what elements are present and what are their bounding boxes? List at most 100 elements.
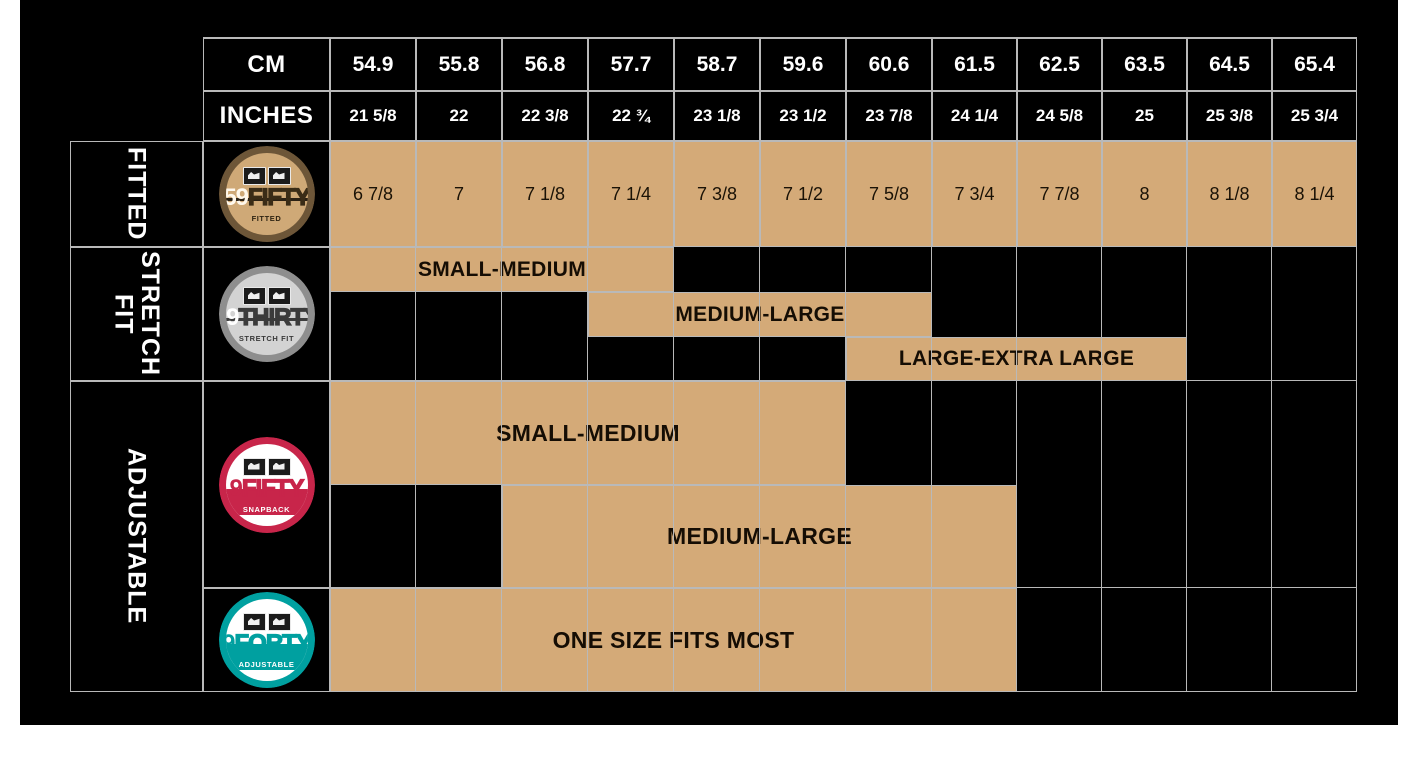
chart-board: CM INCHES 54.9 55.8 56.8 57.7 58.7 59.6 … — [20, 0, 1398, 725]
header-inches-cell: 23 7/8 — [846, 91, 932, 141]
logo-cell-59fifty: 59 FIFTY FITTED — [203, 141, 330, 247]
new-era-logo-icon — [242, 167, 291, 185]
badge-number: 59 — [225, 184, 250, 211]
9fifty-badge: 9 FIFTY SNAPBACK — [218, 436, 315, 533]
badge-subtitle: SNAPBACK — [242, 504, 291, 514]
fitted-size-cell: 7 — [416, 141, 502, 247]
header-inches-cell: 23 1/2 — [760, 91, 846, 141]
header-cm-cell: 58.7 — [674, 38, 760, 91]
fitted-size-cell: 8 1/8 — [1187, 141, 1272, 247]
header-inches-cell: 22 — [416, 91, 502, 141]
badge-subtitle: STRETCH FIT — [238, 334, 295, 343]
header-cm-cell: 55.8 — [416, 38, 502, 91]
badge-disc: 9 FORTY ADJUSTABLE — [225, 599, 308, 681]
group-label-adjustable-text: ADJUSTABLE — [122, 448, 151, 625]
header-inches-cell: 25 — [1102, 91, 1187, 141]
badge-stripe — [225, 488, 308, 515]
new-era-logo-icon — [242, 287, 291, 305]
badge-stripe — [225, 198, 308, 202]
badge-subtitle: FITTED — [251, 214, 282, 223]
row-divider — [70, 246, 1357, 247]
header-cm-cell: 56.8 — [502, 38, 588, 91]
row-divider — [203, 587, 1357, 588]
group-label-stretch-fit-text: STRETCH FIT — [109, 251, 164, 377]
table-left-edge — [70, 141, 71, 692]
badge-disc: 59 FIFTY FITTED — [225, 153, 308, 235]
header-inches-cell: 25 3/8 — [1187, 91, 1272, 141]
logo-cell-9fifty: 9 FIFTY SNAPBACK — [203, 381, 330, 588]
badge-word: FORTY — [234, 630, 308, 657]
row-divider — [70, 691, 1357, 692]
table-right-edge — [1356, 37, 1357, 692]
fitted-size-cell: 7 1/4 — [588, 141, 674, 247]
badge-disc: 39 THIRTY STRETCH FIT — [225, 273, 308, 355]
row-divider — [70, 380, 1357, 381]
group-label-stretch-fit: STRETCH FIT — [70, 247, 203, 381]
column-divider — [1186, 247, 1187, 692]
badge-stripe — [225, 318, 308, 322]
stretch-band-small-medium: SMALL-MEDIUM — [330, 247, 674, 292]
header-inches-cell: 25 3/4 — [1272, 91, 1357, 141]
header-cm-cell: 62.5 — [1017, 38, 1102, 91]
fitted-size-cell: 8 1/4 — [1272, 141, 1357, 247]
column-divider — [330, 247, 331, 692]
badge-disc: 9 FIFTY SNAPBACK — [225, 443, 308, 526]
column-divider — [1271, 247, 1272, 692]
header-inches-cell: 21 5/8 — [330, 91, 416, 141]
badge-number: 9 — [225, 630, 236, 657]
header-cm-cell: 64.5 — [1187, 38, 1272, 91]
badge-wordmark: 9 FORTY — [225, 630, 308, 657]
59fifty-badge: 59 FIFTY FITTED — [218, 146, 315, 242]
header-cm-cell: 57.7 — [588, 38, 674, 91]
column-divider — [673, 247, 674, 692]
fitted-size-cell: 7 1/2 — [760, 141, 846, 247]
table-top-edge — [203, 37, 1357, 38]
fitted-size-cell: 8 — [1102, 141, 1187, 247]
stretch-row-3-bg — [330, 337, 1357, 381]
column-divider — [415, 247, 416, 692]
logo-cell-39thirty: 39 THIRTY STRETCH FIT — [203, 247, 330, 381]
column-divider — [931, 247, 932, 692]
badge-stripe — [225, 644, 308, 671]
new-era-logo-icon — [242, 613, 291, 631]
badge-wordmark: 39 THIRTY — [226, 304, 308, 331]
badge-subtitle: ADJUSTABLE — [238, 660, 295, 669]
adjustable-band-small-medium: SMALL-MEDIUM — [330, 381, 846, 485]
header-inches-cell: 24 5/8 — [1017, 91, 1102, 141]
column-divider — [1016, 247, 1017, 692]
column-divider — [501, 247, 502, 692]
row-divider — [203, 140, 1357, 141]
header-inches-cell: 22 ¾ — [588, 91, 674, 141]
badge-number: 39 — [226, 304, 240, 331]
header-cm-cell: 59.6 — [760, 38, 846, 91]
logo-cell-9forty: 9 FORTY ADJUSTABLE — [203, 588, 330, 692]
badge-wordmark: 9 FIFTY — [229, 474, 305, 502]
group-label-fitted-text: FITTED — [122, 147, 151, 241]
fitted-size-cell: 7 5/8 — [846, 141, 932, 247]
fitted-size-cell: 7 1/8 — [502, 141, 588, 247]
header-inches-cell: 23 1/8 — [674, 91, 760, 141]
header-label-inches: INCHES — [203, 91, 330, 141]
fitted-size-cell: 7 3/4 — [932, 141, 1017, 247]
header-left-edge — [203, 37, 204, 692]
column-divider — [759, 247, 760, 692]
9forty-badge: 9 FORTY ADJUSTABLE — [218, 592, 315, 688]
header-cm-cell: 61.5 — [932, 38, 1017, 91]
39thirty-badge: 39 THIRTY STRETCH FIT — [218, 266, 315, 362]
header-cm-cell: 65.4 — [1272, 38, 1357, 91]
header-cm-cell: 60.6 — [846, 38, 932, 91]
header-label-cm: CM — [203, 38, 330, 91]
header-inches-cell: 22 3/8 — [502, 91, 588, 141]
group-label-fitted: FITTED — [70, 141, 203, 247]
header-cm-cell: 54.9 — [330, 38, 416, 91]
fitted-size-cell: 7 3/8 — [674, 141, 760, 247]
group-label-adjustable: ADJUSTABLE — [70, 381, 203, 692]
new-era-logo-icon — [242, 457, 291, 476]
header-inches-cell: 24 1/4 — [932, 91, 1017, 141]
stretch-band-medium-large: MEDIUM-LARGE — [588, 292, 932, 337]
badge-wordmark: 59 FIFTY — [225, 184, 308, 211]
column-divider — [845, 247, 846, 692]
badge-number: 9 — [229, 474, 242, 502]
header-cm-cell: 63.5 — [1102, 38, 1187, 91]
